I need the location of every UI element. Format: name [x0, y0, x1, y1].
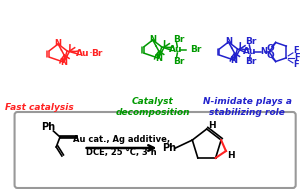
FancyBboxPatch shape: [14, 112, 296, 188]
Text: Br: Br: [191, 46, 202, 54]
Text: Ph: Ph: [162, 143, 176, 153]
Text: F: F: [294, 53, 299, 62]
Text: F: F: [293, 46, 299, 55]
Text: ·: ·: [88, 47, 92, 60]
Text: Br: Br: [174, 35, 185, 43]
Text: Catalyst
decomposition: Catalyst decomposition: [116, 97, 190, 117]
Text: N: N: [54, 40, 62, 49]
Text: N: N: [149, 36, 156, 44]
Text: N: N: [260, 47, 267, 57]
Text: DCE, 25 °C, 3 h: DCE, 25 °C, 3 h: [86, 149, 157, 157]
Text: Au cat., Ag additive,: Au cat., Ag additive,: [73, 136, 170, 145]
Text: N-imidate plays a
stabilizing role: N-imidate plays a stabilizing role: [203, 97, 292, 117]
Text: O: O: [266, 44, 274, 53]
Text: H: H: [227, 150, 234, 160]
Text: Au: Au: [243, 47, 256, 57]
Text: Ph: Ph: [42, 122, 56, 132]
Text: N: N: [231, 56, 237, 65]
Text: Au: Au: [76, 50, 89, 59]
Text: Br: Br: [91, 50, 103, 59]
Text: Br: Br: [174, 57, 185, 66]
Text: Br: Br: [246, 57, 257, 67]
Text: H: H: [209, 122, 216, 130]
Text: F: F: [293, 60, 299, 69]
Text: N: N: [225, 37, 232, 46]
Text: Au: Au: [169, 46, 182, 54]
Text: Br: Br: [246, 37, 257, 46]
Text: Fast catalysis: Fast catalysis: [5, 102, 73, 112]
Text: N: N: [155, 54, 162, 63]
Text: N: N: [60, 58, 67, 67]
Text: O: O: [266, 51, 274, 60]
